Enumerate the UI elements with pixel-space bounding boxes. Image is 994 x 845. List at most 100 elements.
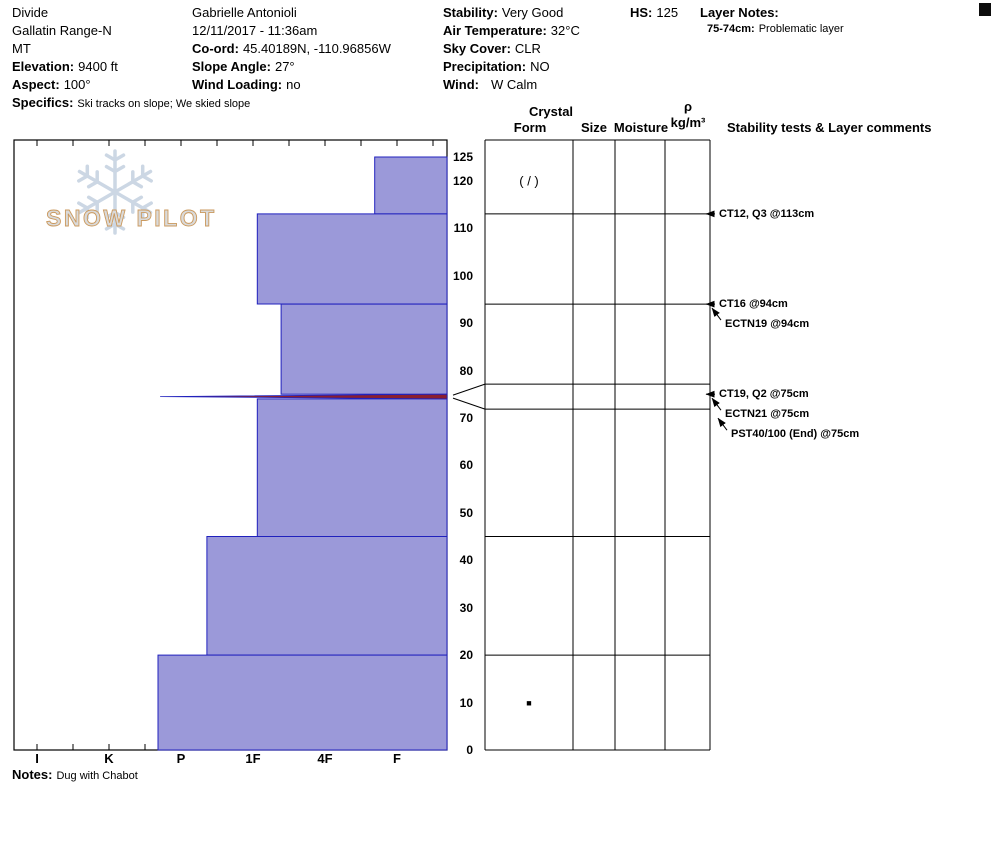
elevation-row: Elevation: 9400 ft xyxy=(12,58,250,76)
hardness-tick-label: K xyxy=(104,751,114,766)
hs-label: HS: xyxy=(630,5,653,20)
moisture-header: Moisture xyxy=(613,120,669,135)
stability-tests-header: Stability tests & Layer comments xyxy=(727,120,932,135)
depth-tick-label: 120 xyxy=(452,173,473,188)
hs-value: 125 xyxy=(656,5,679,20)
aspect-label: Aspect: xyxy=(12,77,60,92)
depth-tick-label: 60 xyxy=(459,458,473,473)
sky-cover-value: CLR xyxy=(514,41,541,56)
specifics-label: Specifics: xyxy=(12,95,74,110)
layer-bar xyxy=(157,654,448,751)
precipitation-value: NO xyxy=(530,59,550,74)
precipitation-label: Precipitation: xyxy=(443,59,527,74)
elevation-value: 9400 ft xyxy=(78,59,118,74)
stability-test-label: PST40/100 (End) @75cm xyxy=(731,428,860,441)
layer-bar xyxy=(256,213,448,305)
depth-tick-label: 100 xyxy=(452,268,473,283)
specifics-row: Specifics: Ski tracks on slope; We skied … xyxy=(12,94,250,113)
depth-tick-label: 40 xyxy=(459,553,473,568)
stability-test-label: CT19, Q2 @75cm xyxy=(719,388,809,401)
layer-bar xyxy=(256,398,448,537)
layer-notes-label: Layer Notes: xyxy=(700,5,779,20)
hardness-tick-label: 1F xyxy=(245,751,261,766)
notes-value: Dug with Chabot xyxy=(56,770,138,782)
air-temp-label: Air Temperature: xyxy=(443,23,547,38)
layer-bar xyxy=(280,303,448,395)
hs-block: HS: 125 xyxy=(630,4,678,22)
depth-tick-label: 10 xyxy=(459,695,473,710)
hardness-tick-label: I xyxy=(35,751,39,766)
notes-label: Notes: xyxy=(12,767,53,782)
depth-tick-label: 50 xyxy=(459,505,473,520)
wind-value: W Calm xyxy=(490,77,538,92)
aspect-row: Aspect: 100° xyxy=(12,76,250,94)
depth-tick-label: 90 xyxy=(459,316,473,330)
aspect-value: 100° xyxy=(63,77,91,92)
stability-value: Very Good xyxy=(501,5,564,20)
grain-form-symbol: ■ xyxy=(526,697,532,708)
coord-value: 45.40189N, -110.96856W xyxy=(242,41,391,56)
site-state: MT xyxy=(12,41,31,56)
depth-tick-label: 125 xyxy=(452,150,473,164)
site-name: Divide xyxy=(12,5,49,20)
problem-layer-bar xyxy=(160,393,448,400)
stability-label: Stability: xyxy=(443,5,498,20)
data-table-grid xyxy=(452,139,711,751)
grain-form-symbol: ( / ) xyxy=(519,173,539,189)
stability-test-label: ECTN19 @94cm xyxy=(725,318,810,331)
notes-row: Notes: Dug with Chabot xyxy=(12,766,138,785)
sky-cover-label: Sky Cover: xyxy=(443,41,511,56)
pit-datetime: 12/11/2017 - 11:36am xyxy=(192,23,318,38)
form-header: Form xyxy=(513,120,547,135)
air-temp-row: Air Temperature: 32°C xyxy=(443,22,580,40)
slope-angle-row: Slope Angle: 27° xyxy=(192,58,391,76)
sky-cover-row: Sky Cover: CLR xyxy=(443,40,580,58)
coord-row: Co-ord: 45.40189N, -110.96856W xyxy=(192,40,391,58)
coord-label: Co-ord: xyxy=(192,41,239,56)
observer-name: Gabrielle Antonioli xyxy=(192,5,297,20)
layer-notes-block: Layer Notes: 75-74cm: Problematic layer xyxy=(700,4,844,37)
specifics-value: Ski tracks on slope; We skied slope xyxy=(77,98,251,110)
hardness-tick-label: P xyxy=(176,751,186,766)
slope-angle-label: Slope Angle: xyxy=(192,59,271,74)
hardness-tick-label: F xyxy=(393,751,401,766)
snowflake-logo xyxy=(77,149,153,235)
watermark-text: SNOW PILOT xyxy=(46,205,217,231)
stability-row: Stability: Very Good xyxy=(443,4,580,22)
depth-tick-label: 110 xyxy=(453,221,473,236)
site-range: Gallatin Range-N xyxy=(12,23,112,38)
depth-tick-label: 70 xyxy=(459,410,473,425)
layer-note-text: Problematic layer xyxy=(758,23,844,35)
depth-tick-label: 20 xyxy=(459,648,473,663)
layer-note-row: 75-74cm: Problematic layer xyxy=(707,22,844,37)
wind-loading-row: Wind Loading: no xyxy=(192,76,391,94)
wind-loading-value: no xyxy=(286,77,301,92)
elevation-label: Elevation: xyxy=(12,59,75,74)
slope-angle-value: 27° xyxy=(274,59,295,74)
layer-bar xyxy=(206,536,448,656)
stability-test-label: CT16 @94cm xyxy=(719,298,788,311)
air-temp-value: 32°C xyxy=(550,23,580,38)
layer-note-depth: 75-74cm: xyxy=(707,23,755,35)
rho-unit-header: kg/m³ xyxy=(670,115,706,130)
depth-tick-label: 30 xyxy=(459,600,473,615)
test-callout-arrows xyxy=(705,210,728,431)
wind-loading-label: Wind Loading: xyxy=(192,77,283,92)
header-conditions-block: Stability: Very Good Air Temperature: 32°C… xyxy=(443,4,580,94)
wind-row: Wind: W Calm xyxy=(443,76,580,94)
hardness-tick-label: 4F xyxy=(317,751,333,766)
precipitation-row: Precipitation: NO xyxy=(443,58,580,76)
crystal-header: Crystal xyxy=(528,104,574,119)
header-location-block: Divide Gallatin Range-N MT Elevation: 940… xyxy=(12,4,250,113)
stability-test-label: CT12, Q3 @113cm xyxy=(719,207,815,220)
page-corner-mark xyxy=(979,3,991,16)
rho-header: ρ xyxy=(683,99,693,114)
depth-tick-label: 0 xyxy=(466,743,473,757)
depth-tick-label: 80 xyxy=(459,363,473,378)
size-header: Size xyxy=(580,120,607,135)
layer-bar xyxy=(374,156,448,215)
stability-test-label: ECTN21 @75cm xyxy=(725,408,810,421)
header-observer-block: Gabrielle Antonioli 12/11/2017 - 11:36am… xyxy=(192,4,391,94)
